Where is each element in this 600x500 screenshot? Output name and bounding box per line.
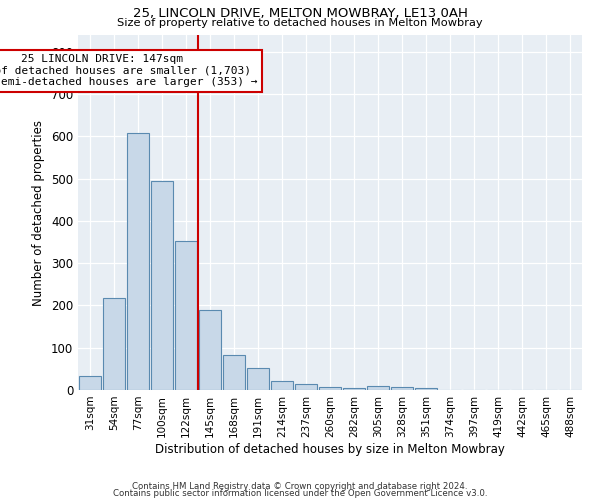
Bar (415, 388, 437, 390)
Bar (343, 388, 365, 390)
Text: 25 LINCOLN DRIVE: 147sqm
← 83% of detached houses are smaller (1,703)
17% of sem: 25 LINCOLN DRIVE: 147sqm ← 83% of detach… (0, 54, 257, 87)
Bar (223, 355, 245, 390)
Text: Size of property relative to detached houses in Melton Mowbray: Size of property relative to detached ho… (117, 18, 483, 28)
Bar (175, 241, 197, 390)
Text: 25, LINCOLN DRIVE, MELTON MOWBRAY, LE13 0AH: 25, LINCOLN DRIVE, MELTON MOWBRAY, LE13 … (133, 8, 467, 20)
Bar (79, 376, 101, 390)
Bar (295, 384, 317, 390)
Bar (319, 388, 341, 390)
Bar (151, 181, 173, 390)
Bar (247, 368, 269, 390)
Text: Contains public sector information licensed under the Open Government Licence v3: Contains public sector information licen… (113, 489, 487, 498)
X-axis label: Distribution of detached houses by size in Melton Mowbray: Distribution of detached houses by size … (155, 442, 505, 456)
Y-axis label: Number of detached properties: Number of detached properties (32, 120, 46, 306)
Bar (271, 380, 293, 390)
Text: Contains HM Land Registry data © Crown copyright and database right 2024.: Contains HM Land Registry data © Crown c… (132, 482, 468, 491)
Bar (103, 298, 125, 390)
Bar (367, 386, 389, 390)
Bar (199, 310, 221, 390)
Bar (127, 133, 149, 390)
Bar (391, 387, 413, 390)
